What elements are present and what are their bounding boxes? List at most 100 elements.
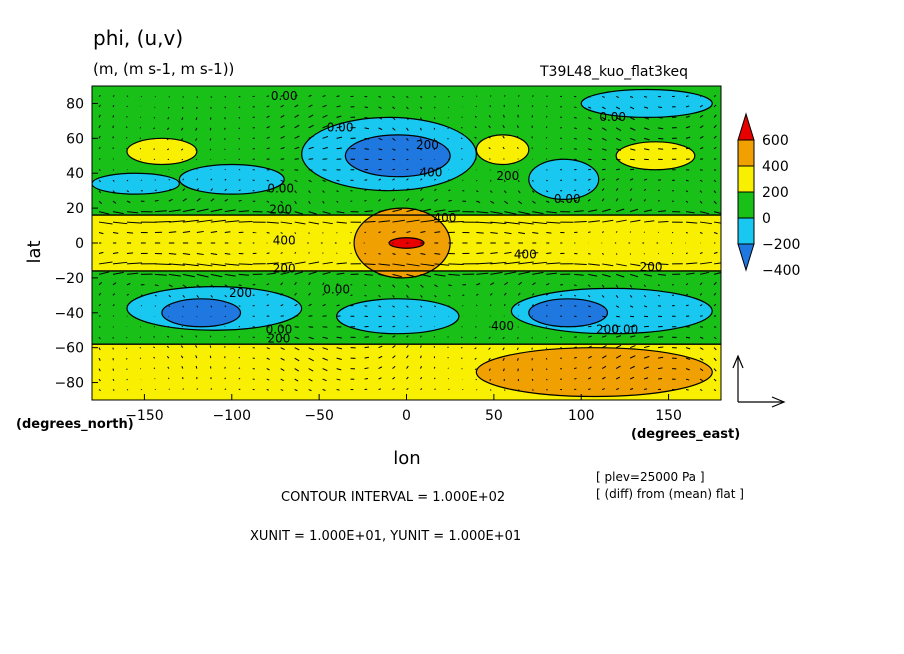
wind-vector-839 [504, 200, 509, 205]
wind-vector-719 [713, 232, 718, 235]
wind-vector-482 [546, 283, 550, 286]
wind-vector-242 [336, 336, 342, 339]
wind-vector-532 [616, 273, 625, 278]
wind-vector-1282 [406, 96, 409, 98]
wind-vector-876 [392, 188, 395, 191]
wind-vector-834 [434, 198, 438, 202]
wind-vector-538 [699, 271, 710, 275]
wind-vector-184 [153, 346, 156, 349]
wind-vector-1207 [615, 116, 621, 121]
wind-vector-1231 [322, 104, 327, 108]
colorbar-swatch-0 [737, 112, 755, 141]
wind-vector-1228 [280, 104, 284, 108]
wind-vector-193 [280, 347, 285, 351]
wind-vector-1101 [392, 137, 396, 141]
wind-vector-875 [378, 188, 381, 192]
wind-vector-1129 [153, 127, 156, 130]
wind-vector-1165 [658, 127, 664, 130]
contour-label-6: 0.00 [267, 181, 294, 195]
wind-vector-837 [476, 200, 481, 203]
wind-vector-692 [336, 232, 338, 234]
wind-vector-77 [545, 378, 548, 381]
wind-vector-1112 [545, 136, 548, 139]
wind-vector-157 [406, 355, 409, 359]
wind-vector-246 [392, 335, 396, 338]
wind-vector-7 [196, 388, 199, 390]
wind-vector-780 [308, 211, 317, 215]
wind-vector-728 [210, 219, 226, 223]
wind-vector-898 [699, 190, 703, 193]
wind-vector-262 [616, 335, 622, 338]
x-tick-label-2: −50 [304, 408, 334, 424]
wind-vector-878 [420, 188, 423, 191]
wind-vector-967 [406, 168, 409, 171]
wind-vector-840 [518, 200, 523, 205]
wind-vector-470 [378, 284, 381, 288]
wind-vector-740 [378, 220, 391, 223]
wind-vector-615 [518, 251, 526, 254]
wind-vector-563 [420, 263, 435, 267]
wind-vector-486 [601, 284, 605, 288]
wind-vector-602 [336, 252, 338, 254]
wind-vector-190 [238, 346, 241, 349]
wind-vector-814 [154, 199, 159, 202]
wind-vector-130 [658, 367, 663, 370]
wind-vector-1277 [336, 95, 340, 97]
wind-vector-182 [125, 347, 128, 350]
wind-vector-372 [266, 304, 270, 307]
wind-vector-515 [378, 273, 388, 277]
wind-vector-885 [517, 190, 521, 194]
colorbar-label-4: −200 [762, 237, 800, 253]
wind-vector-175 [658, 356, 664, 359]
wind-vector-745 [448, 220, 464, 223]
wind-vector-681 [182, 231, 191, 234]
wind-vector-471 [392, 284, 396, 288]
wind-vector-292 [406, 325, 409, 328]
wind-vector-1087 [195, 138, 198, 141]
wind-vector-539 [713, 272, 721, 275]
wind-vector-1152 [474, 126, 477, 129]
contour-region-16 [580, 88, 713, 118]
wind-vector-846 [601, 198, 605, 202]
wind-vector-257 [545, 336, 548, 339]
wind-vector-1267 [196, 96, 199, 98]
wind-vector-1102 [406, 138, 409, 141]
wind-vector-779 [294, 211, 304, 215]
wind-vector-928 [489, 179, 492, 182]
x-tick-label-3: 0 [402, 408, 411, 424]
wind-vector-1235 [378, 106, 382, 109]
wind-vector-1297 [615, 96, 620, 99]
wind-vector-133 [699, 368, 704, 372]
wind-vector-437 [546, 293, 549, 296]
wind-vector-762 [686, 221, 698, 224]
wind-vector-277 [195, 325, 198, 328]
wind-vector-425 [378, 294, 381, 298]
wind-vector-1269 [224, 96, 227, 98]
wind-vector-124 [574, 367, 577, 370]
wind-vector-127 [615, 365, 621, 370]
wind-vector-14 [294, 389, 298, 392]
wind-vector-1118 [629, 137, 636, 141]
wind-vector-178 [699, 357, 704, 361]
wind-vector-801 [602, 208, 611, 213]
wind-vector-554 [294, 261, 306, 265]
wind-vector-188 [209, 345, 212, 348]
wind-vector-490 [657, 284, 660, 287]
wind-vector-535 [658, 273, 667, 276]
wind-vector-935 [588, 178, 591, 181]
wind-vector-825 [308, 200, 311, 205]
wind-vector-1185 [308, 114, 314, 118]
wind-vector-37 [615, 387, 620, 390]
wind-vector-1284 [434, 96, 436, 98]
wind-vector-440 [587, 294, 591, 298]
wind-vector-90 [98, 368, 101, 372]
contour-label-15: 200 [229, 286, 252, 300]
wind-vector-1197 [474, 115, 477, 118]
wind-vector-85 [658, 377, 662, 380]
wind-vector-1254 [643, 106, 649, 109]
wind-vector-560 [378, 263, 391, 266]
wind-vector-1209 [643, 116, 650, 120]
wind-vector-485 [587, 284, 591, 288]
wind-vector-789 [434, 209, 446, 213]
